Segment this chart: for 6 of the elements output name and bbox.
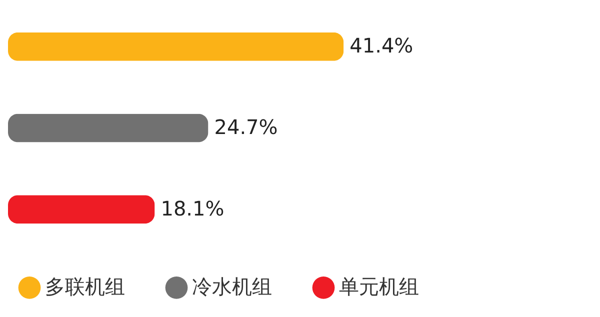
legend-label: 单元机组 bbox=[339, 274, 419, 299]
data-label: 41.4% bbox=[350, 34, 414, 58]
data-label: 18.1% bbox=[160, 196, 224, 220]
data-label: 24.7% bbox=[214, 115, 278, 139]
legend-label: 多联机组 bbox=[45, 274, 125, 299]
legend-label: 冷水机组 bbox=[192, 274, 272, 299]
